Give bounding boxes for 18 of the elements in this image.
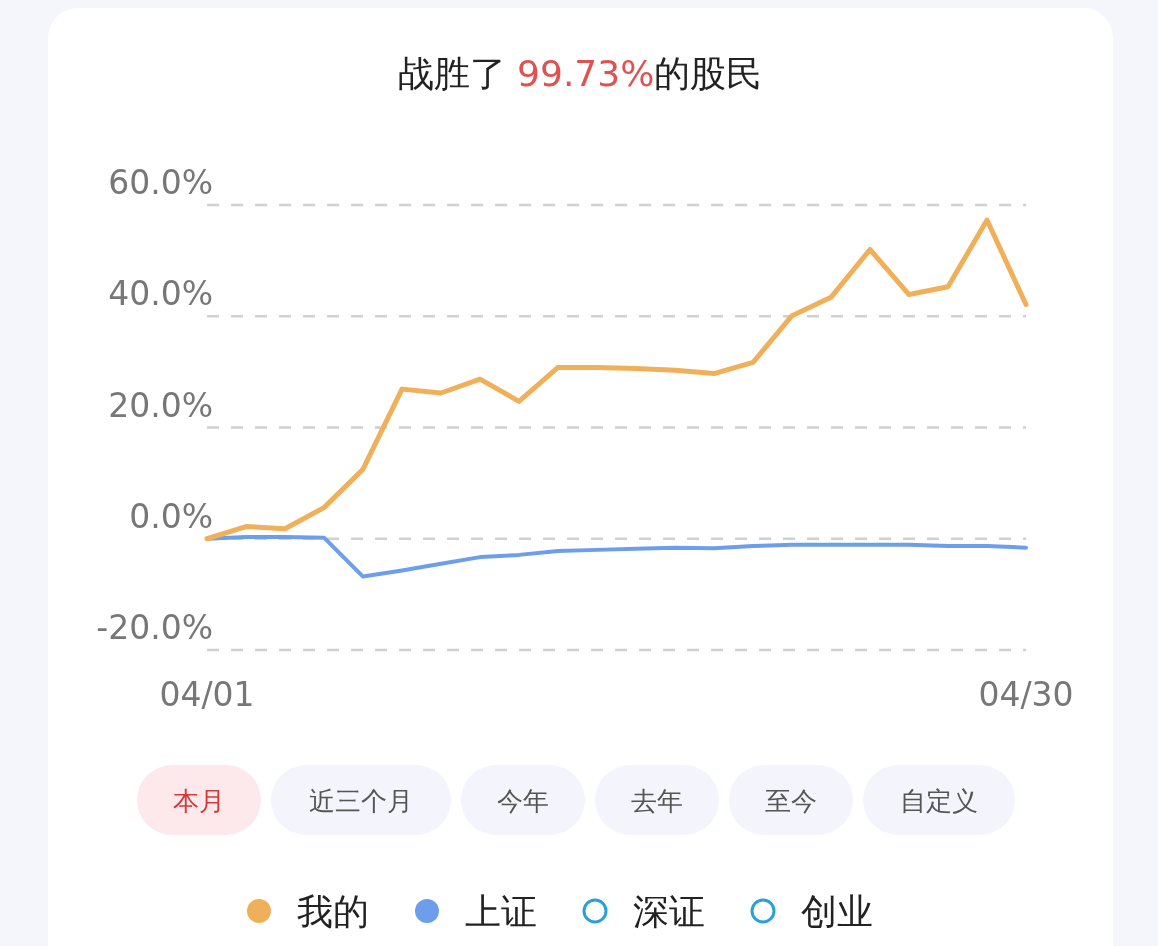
legend-item: 我的 [247, 891, 369, 932]
legend-label: 创业 [801, 891, 873, 932]
button: 近三个月 [271, 765, 451, 835]
legend-item: 创业 [750, 891, 873, 932]
title: 战胜了 99.73%的股民 [397, 53, 763, 94]
ytick: 40.0% [108, 274, 213, 314]
ytick: -20.0% [96, 608, 213, 647]
legend-item: 上证 [415, 891, 537, 932]
button: 自定义 [863, 765, 1015, 835]
legend-label: 上证 [465, 891, 537, 932]
xtick: 04/01 [159, 675, 255, 714]
legend-item: 深证 [582, 891, 705, 932]
ytick: 60.0% [108, 163, 213, 202]
xtick: 04/30 [978, 675, 1074, 714]
ytick: 0.0% [129, 496, 213, 536]
legend-label: 我的 [297, 891, 369, 932]
ytick: 20.0% [108, 385, 213, 425]
legend-label: 深证 [633, 891, 705, 932]
